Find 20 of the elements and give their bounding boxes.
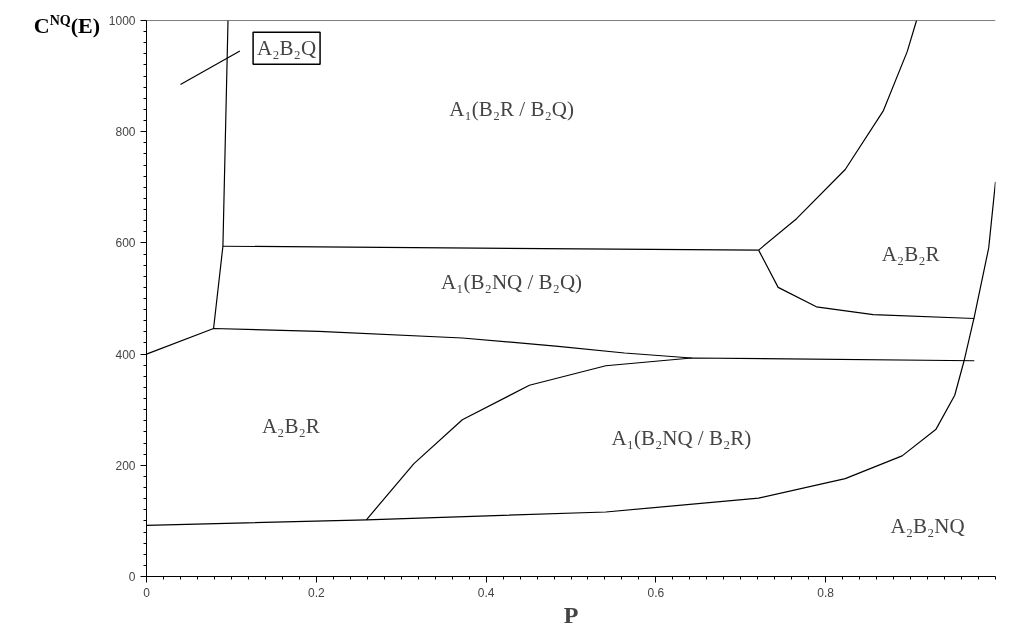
annotation: A₁(B₂NQ / B₂R) [611, 425, 752, 450]
x-tick-label: 0.6 [647, 585, 665, 600]
y-tick-label: 0 [128, 570, 136, 584]
y-axis-title: C$^{NQ}$(E) [33, 11, 100, 40]
annotation: A₂B₂Q [257, 36, 317, 61]
x-tick-label: 0 [143, 585, 151, 600]
annotation: A₁(B₂NQ / B₂Q) [441, 269, 583, 294]
y-tick-label: 600 [115, 236, 136, 251]
annotation: A₂B₂R [261, 414, 320, 439]
x-tick-label: 0.4 [477, 585, 495, 600]
y-tick-label: 1000 [108, 14, 136, 28]
y-tick-label: 800 [115, 125, 136, 140]
x-tick-label: 0.2 [307, 585, 325, 600]
annotation: A₂B₂NQ [890, 514, 965, 539]
y-tick-label: 400 [115, 347, 136, 362]
y-tick-label: 200 [115, 458, 136, 473]
annotation: A₁(B₂R / B₂Q) [449, 97, 574, 122]
annotation: A₂B₂R [881, 242, 940, 267]
x-axis-title: P [563, 601, 579, 628]
x-tick-label: 0.8 [817, 585, 835, 600]
